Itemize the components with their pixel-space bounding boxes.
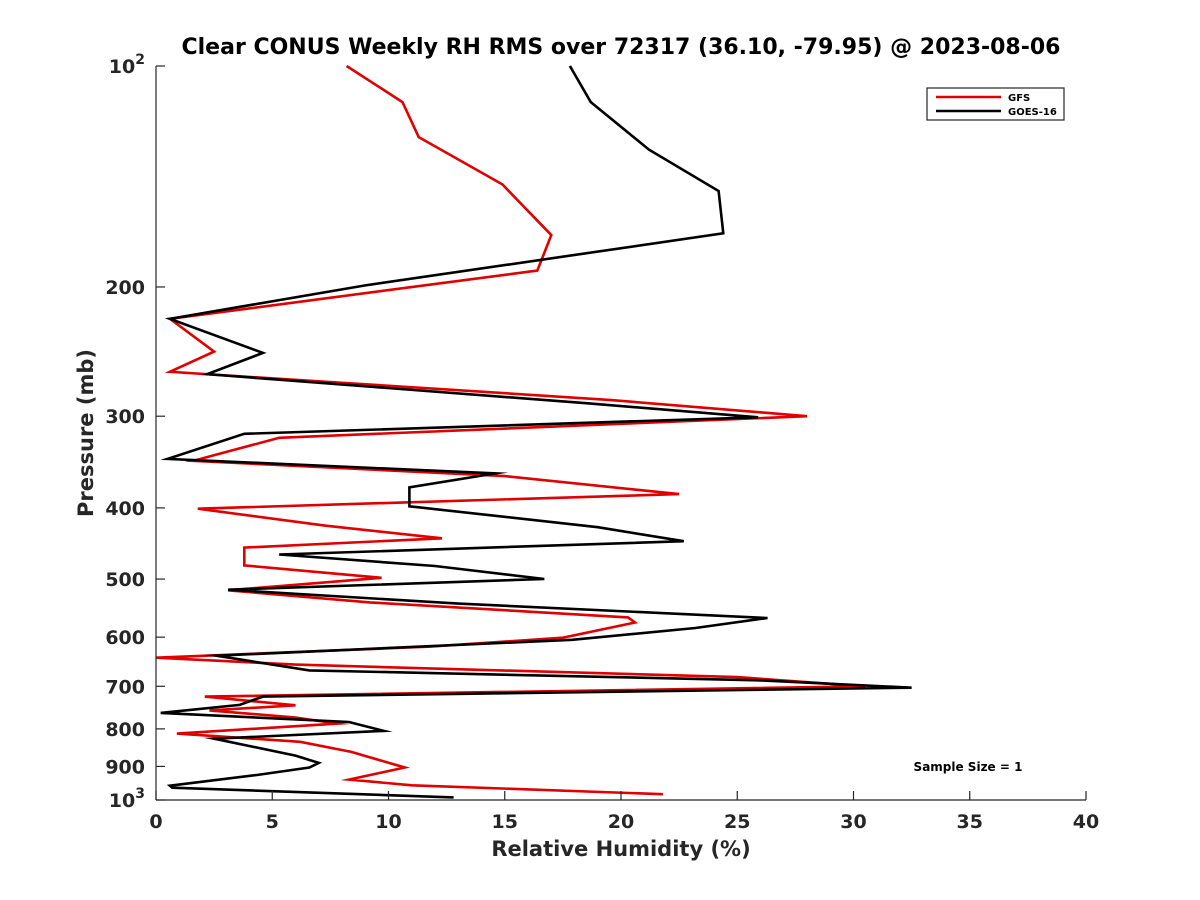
y-ticks: 102 200 300 400 500 600 700 800 900 103 [105,52,165,812]
y-axis-label: Pressure (mb) [74,349,98,517]
x-ticks: 0 5 10 15 20 25 30 35 40 [149,791,1099,833]
x-tick-label: 0 [149,811,162,833]
legend-label-gfs: GFS [1008,93,1030,104]
x-tick-label: 30 [840,811,866,833]
legend: GFS GOES-16 [926,87,1065,121]
y-tick-label: 300 [105,406,145,428]
series-layer [155,64,912,799]
chart-title: Clear CONUS Weekly RH RMS over 72317 (36… [182,35,1061,60]
x-tick-label: 20 [608,811,634,833]
x-tick-label: 15 [492,811,518,833]
y-tick-label: 200 [105,277,145,299]
y-tick-label: 700 [105,676,145,698]
x-tick-label: 5 [266,811,279,833]
y-tick-label: 900 [105,756,145,778]
x-tick-label: 25 [724,811,750,833]
x-tick-label: 40 [1073,811,1099,833]
y-tick-label: 600 [105,627,145,649]
x-axis-label: Relative Humidity (%) [491,837,750,861]
y-tick-label: 103 [109,786,145,812]
x-tick-label: 35 [957,811,983,833]
y-tick-label: 400 [105,498,145,520]
y-tick-label: 102 [109,52,145,78]
sample-size-annotation: Sample Size = 1 [914,760,1023,774]
series-line-gfs [155,64,866,796]
x-tick-label: 10 [375,811,401,833]
y-tick-label: 500 [105,569,145,591]
legend-box [926,87,1065,121]
y-tick-label: 800 [105,719,145,741]
legend-label-goes16: GOES-16 [1008,107,1057,118]
series-line-goes16 [160,65,912,799]
